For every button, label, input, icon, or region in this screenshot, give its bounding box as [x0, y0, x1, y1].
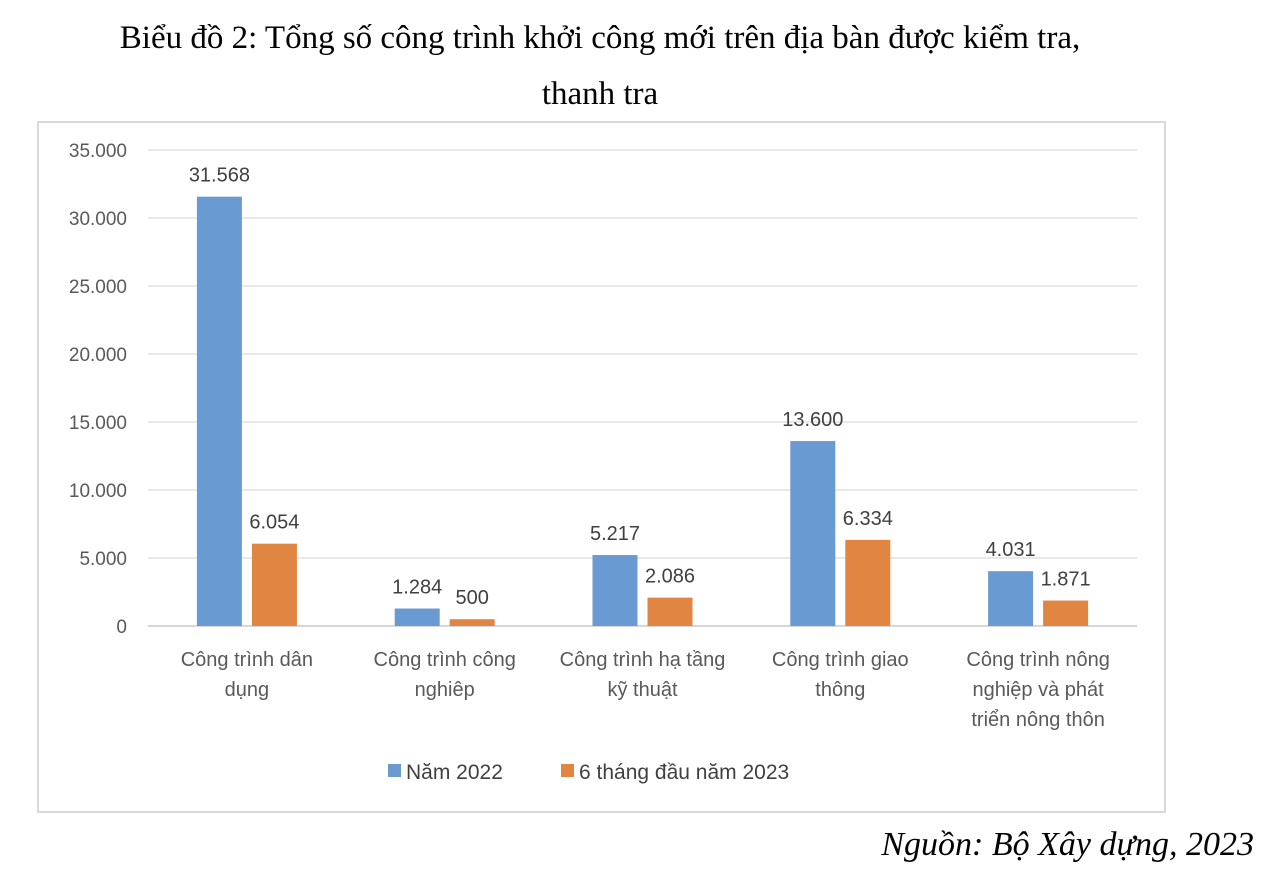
y-tick-label: 20.000 — [69, 345, 127, 366]
x-tick-label: triển nông thôn — [971, 709, 1104, 731]
y-tick-label: 10.000 — [69, 481, 127, 502]
data-label: 13.600 — [782, 409, 843, 431]
legend-label: 6 tháng đầu năm 2023 — [579, 761, 789, 784]
x-tick-label: Công trình hạ tầng — [560, 649, 726, 671]
y-tick-label: 30.000 — [69, 209, 127, 230]
x-tick-label: kỹ thuật — [607, 679, 677, 701]
bar-6-thang-2023 — [1043, 600, 1089, 626]
bar-6-thang-2023 — [449, 619, 495, 626]
data-label: 5.217 — [590, 523, 640, 545]
data-label: 6.054 — [249, 512, 299, 534]
chart-title-line-1: Biểu đồ 2: Tổng số công trình khởi công … — [119, 20, 1081, 56]
data-label: 1.871 — [1041, 569, 1091, 591]
data-label: 1.284 — [392, 577, 442, 599]
data-label: 4.031 — [986, 539, 1036, 561]
y-tick-label: 0 — [116, 617, 127, 638]
data-label: 6.334 — [843, 508, 893, 530]
data-label: 500 — [456, 587, 489, 609]
y-tick-label: 5.000 — [79, 549, 127, 570]
data-label: 31.568 — [189, 165, 250, 187]
source-note: Nguồn: Bộ Xây dựng, 2023 — [881, 826, 1254, 863]
x-tick-label: thông — [815, 679, 865, 701]
legend-label: Năm 2022 — [406, 761, 503, 784]
bar-6-thang-2023 — [647, 597, 693, 626]
data-label: 2.086 — [645, 566, 695, 588]
legend-swatch — [561, 764, 574, 777]
y-tick-label: 25.000 — [69, 277, 127, 298]
bar-nam-2022 — [790, 441, 836, 626]
chart-title-line-2: thanh tra — [541, 76, 659, 112]
x-tick-label: Công trình nông — [966, 649, 1109, 671]
chart-title: Biểu đồ 2: Tổng số công trình khởi công … — [0, 10, 1200, 122]
y-tick-label: 35.000 — [69, 141, 127, 162]
bar-nam-2022 — [196, 196, 242, 626]
x-tick-label: nghiệp và phát — [972, 679, 1104, 701]
x-tick-label: Công trình giao — [772, 649, 909, 671]
bar-nam-2022 — [592, 555, 638, 626]
y-tick-label: 15.000 — [69, 413, 127, 434]
x-tick-label: dụng — [225, 679, 270, 701]
legend-swatch — [388, 764, 401, 777]
bar-6-thang-2023 — [251, 543, 297, 626]
x-tick-label: nghiêp — [415, 679, 475, 701]
x-tick-label: Công trình dân — [181, 649, 313, 671]
bar-nam-2022 — [394, 608, 440, 626]
bar-nam-2022 — [988, 571, 1034, 626]
bar-6-thang-2023 — [845, 539, 891, 626]
x-tick-label: Công trình công — [374, 649, 516, 671]
